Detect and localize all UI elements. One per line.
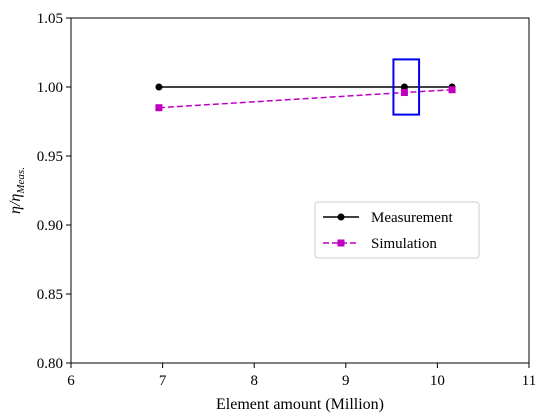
x-tick-label: 6 bbox=[67, 373, 75, 389]
legend-marker bbox=[337, 213, 345, 221]
data-point-simulation bbox=[448, 86, 456, 94]
data-point-measurement bbox=[155, 83, 163, 91]
y-tick-label: 0.80 bbox=[37, 356, 63, 372]
legend-entries: Measurement Simulation bbox=[323, 210, 453, 252]
legend-entry-measurement: Measurement bbox=[323, 210, 453, 226]
highlight-layer bbox=[392, 58, 421, 116]
legend-label: Measurement bbox=[371, 210, 453, 226]
x-tick-label: 11 bbox=[522, 373, 536, 389]
legend-box bbox=[314, 201, 480, 259]
y-axis-title-main: η/η bbox=[7, 194, 24, 214]
y-tick-label: 1.00 bbox=[37, 80, 63, 96]
x-tick-label: 10 bbox=[430, 373, 445, 389]
series-measurement bbox=[155, 83, 456, 91]
legend: Measurement Simulation bbox=[314, 201, 480, 259]
series-simulation bbox=[155, 86, 456, 112]
data-point-simulation bbox=[155, 104, 163, 112]
legend-marker bbox=[337, 239, 345, 247]
y-tick-label: 0.90 bbox=[37, 218, 63, 234]
highlight-box bbox=[392, 58, 421, 116]
x-tick-label: 8 bbox=[250, 373, 258, 389]
y-tick-label: 0.95 bbox=[37, 149, 63, 165]
series-line-simulation bbox=[158, 89, 453, 109]
ticks-layer: 6 7 8 9 10 11 0.80 0.85 0.90 0.95 1.00 1.05 bbox=[37, 11, 536, 389]
legend-label: Simulation bbox=[371, 236, 437, 252]
x-axis-title: Element amount (Million) bbox=[216, 396, 384, 413]
y-tick-label: 0.85 bbox=[37, 287, 63, 303]
y-tick-label: 1.05 bbox=[37, 11, 63, 27]
data-point-measurement bbox=[400, 83, 408, 91]
data-point-simulation bbox=[400, 89, 408, 97]
x-tick-label: 7 bbox=[159, 373, 167, 389]
y-axis-title-sub: Meas. bbox=[15, 167, 27, 195]
legend-entry-simulation: Simulation bbox=[323, 236, 437, 252]
x-tick-label: 9 bbox=[342, 373, 350, 389]
plot-frame bbox=[70, 17, 530, 364]
y-axis-title: η/ηMeas. bbox=[7, 167, 27, 214]
series-layer bbox=[155, 83, 456, 112]
